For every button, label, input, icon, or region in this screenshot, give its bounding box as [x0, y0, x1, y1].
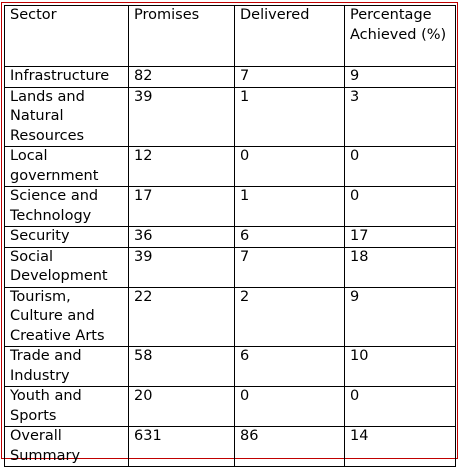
cell-delivered: 86: [234, 426, 345, 467]
cell-sector: Tourism, Culture and Creative Arts: [4, 286, 129, 347]
cell-delivered: 1: [234, 186, 345, 227]
cell-promises: 39: [128, 86, 235, 147]
cell-promises: 22: [128, 286, 235, 347]
cell-percentage: 3: [344, 86, 456, 147]
cell-promises: 39: [128, 246, 235, 288]
cell-delivered: 7: [234, 246, 345, 288]
header-sector: Sector: [4, 5, 129, 67]
cell-percentage: 0: [344, 146, 456, 187]
cell-promises: 36: [128, 226, 235, 248]
table-row: Youth and Sports 20 0 0: [4, 386, 456, 427]
cell-delivered: 6: [234, 346, 345, 387]
table-row: Science and Technology 17 1 0: [4, 186, 456, 227]
cell-promises: 58: [128, 346, 235, 387]
cell-percentage: 10: [344, 346, 456, 387]
cell-percentage: 0: [344, 186, 456, 227]
cell-sector: Infrastructure: [4, 66, 129, 88]
header-delivered: Delivered: [234, 5, 345, 67]
table-row: Tourism, Culture and Creative Arts 22 2 …: [4, 286, 456, 347]
cell-percentage: 14: [344, 426, 456, 467]
cell-delivered: 2: [234, 286, 345, 347]
table-row: Social Development 39 7 18: [4, 246, 456, 288]
cell-promises: 12: [128, 146, 235, 187]
cell-promises: 82: [128, 66, 235, 88]
cell-delivered: 0: [234, 386, 345, 427]
table-row: Security 36 6 17: [4, 226, 456, 248]
cell-delivered: 7: [234, 66, 345, 88]
table-row: Lands and Natural Resources 39 1 3: [4, 86, 456, 147]
header-percentage-achieved: Percentage Achieved (%): [344, 5, 456, 67]
cell-sector: Security: [4, 226, 129, 248]
cell-promises: 20: [128, 386, 235, 427]
cell-sector: Trade and Industry: [4, 346, 129, 387]
cell-delivered: 1: [234, 86, 345, 147]
cell-sector: Youth and Sports: [4, 386, 129, 427]
cell-percentage: 9: [344, 286, 456, 347]
header-promises: Promises: [128, 5, 235, 67]
cell-sector: Lands and Natural Resources: [4, 86, 129, 147]
table-row: Trade and Industry 58 6 10: [4, 346, 456, 387]
table-header-row: Sector Promises Delivered Percentage Ach…: [4, 5, 456, 67]
cell-percentage: 17: [344, 226, 456, 248]
cell-promises: 17: [128, 186, 235, 227]
cell-percentage: 9: [344, 66, 456, 88]
table-row: Local government 12 0 0: [4, 146, 456, 187]
cell-delivered: 6: [234, 226, 345, 248]
cell-delivered: 0: [234, 146, 345, 187]
cell-percentage: 18: [344, 246, 456, 288]
sector-promises-table: Sector Promises Delivered Percentage Ach…: [4, 5, 456, 467]
cell-percentage: 0: [344, 386, 456, 427]
cell-sector: Local government: [4, 146, 129, 187]
cell-sector: Social Development: [4, 246, 129, 288]
cell-sector: Science and Technology: [4, 186, 129, 227]
table-row: Infrastructure 82 7 9: [4, 66, 456, 88]
